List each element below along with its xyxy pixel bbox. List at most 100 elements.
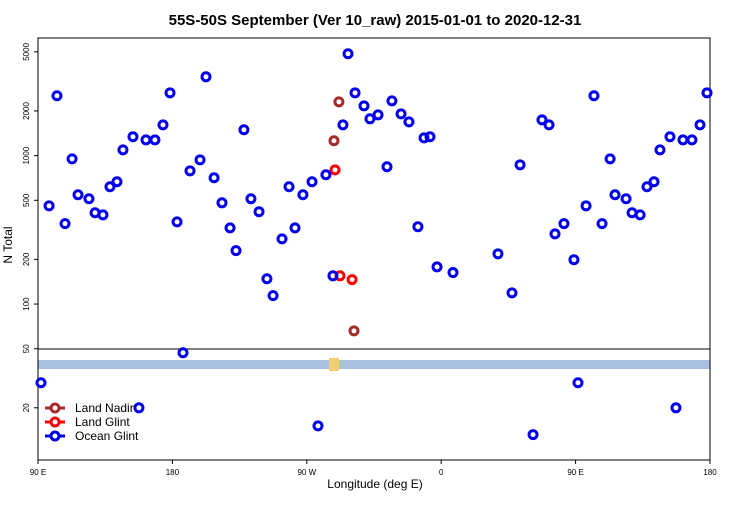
point <box>171 216 183 228</box>
point <box>348 325 360 337</box>
point <box>253 206 265 218</box>
point <box>200 71 212 83</box>
point <box>66 153 78 165</box>
point <box>337 119 349 131</box>
legend-label: Ocean Glint <box>75 429 139 443</box>
point <box>342 48 354 60</box>
point <box>283 181 295 193</box>
y-tick-label: 200 <box>22 252 31 266</box>
y-tick-label: 20 <box>22 403 31 412</box>
point <box>140 134 152 146</box>
point <box>677 134 689 146</box>
x-tick-label: 0 <box>439 468 444 477</box>
y-tick-label: 50 <box>22 344 31 353</box>
point <box>424 131 436 143</box>
point <box>208 172 220 184</box>
point <box>276 233 288 245</box>
point <box>194 154 206 166</box>
point <box>620 193 632 205</box>
point <box>609 189 621 201</box>
x-axis-label: Longitude (deg E) <box>327 477 422 491</box>
point <box>654 144 666 156</box>
point <box>327 270 339 282</box>
point <box>346 274 358 286</box>
point <box>386 95 398 107</box>
point <box>51 90 63 102</box>
point <box>329 164 341 176</box>
point <box>83 193 95 205</box>
x-tick-label: 180 <box>166 468 180 477</box>
legend-label: Land Nadir <box>75 401 134 415</box>
point <box>133 402 145 414</box>
y-tick-label: 5000 <box>22 42 31 60</box>
point <box>381 161 393 173</box>
point <box>97 209 109 221</box>
point <box>289 222 301 234</box>
point <box>641 181 653 193</box>
point <box>395 108 407 120</box>
x-tick-label: 90 W <box>297 468 316 477</box>
point <box>580 200 592 212</box>
point <box>117 144 129 156</box>
point <box>670 402 682 414</box>
plot-frame <box>37 37 711 461</box>
point <box>572 377 584 389</box>
point <box>694 119 706 131</box>
point <box>349 87 361 99</box>
y-tick-label: 100 <box>22 297 31 311</box>
y-tick-label: 2000 <box>22 101 31 119</box>
point <box>245 193 257 205</box>
y-axis-label: N Total <box>1 226 15 263</box>
point <box>588 90 600 102</box>
point <box>238 124 250 136</box>
point <box>648 176 660 188</box>
point <box>364 113 376 125</box>
point <box>104 181 116 193</box>
point <box>358 100 370 112</box>
point <box>506 287 518 299</box>
point <box>261 273 273 285</box>
point <box>267 290 279 302</box>
point <box>418 132 430 144</box>
point <box>412 221 424 233</box>
point <box>43 200 55 212</box>
point <box>596 218 608 230</box>
map-strip <box>38 360 710 369</box>
chart-title: 55S-50S September (Ver 10_raw) 2015-01-0… <box>169 12 582 29</box>
x-tick-label: 180 <box>703 468 717 477</box>
y-tick-label: 500 <box>22 193 31 207</box>
point <box>164 87 176 99</box>
point <box>312 420 324 432</box>
legend-marker <box>49 416 61 428</box>
point <box>333 96 345 108</box>
point <box>157 119 169 131</box>
point <box>558 218 570 230</box>
point <box>536 114 548 126</box>
point <box>604 153 616 165</box>
land-strip <box>329 358 339 371</box>
point <box>527 429 539 441</box>
point <box>111 176 123 188</box>
point <box>447 267 459 279</box>
point <box>686 134 698 146</box>
point <box>664 131 676 143</box>
point <box>230 245 242 257</box>
y-tick-label: 1000 <box>22 146 31 164</box>
point <box>216 197 228 209</box>
point <box>328 135 340 147</box>
x-tick-label: 90 E <box>30 468 46 477</box>
point <box>320 169 332 181</box>
point <box>543 119 555 131</box>
point <box>127 131 139 143</box>
point <box>149 134 161 146</box>
point <box>72 189 84 201</box>
point <box>306 176 318 188</box>
legend-marker <box>49 402 61 414</box>
point <box>372 109 384 121</box>
point <box>431 261 443 273</box>
legend-label: Land Glint <box>75 415 130 429</box>
legend-marker <box>49 430 61 442</box>
point <box>35 377 47 389</box>
point <box>514 159 526 171</box>
